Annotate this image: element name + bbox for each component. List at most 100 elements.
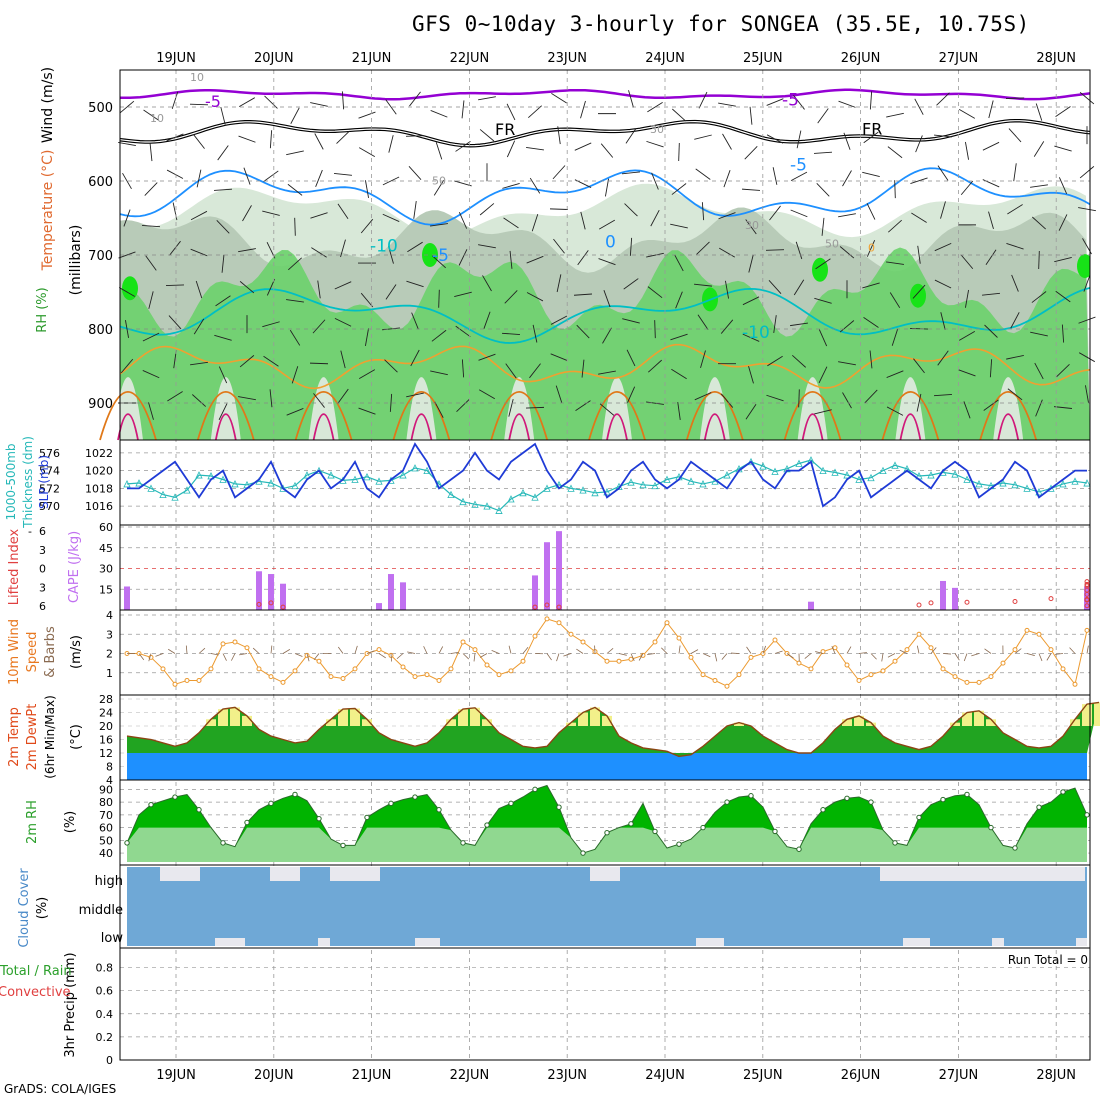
- temp-tick: 20: [99, 720, 113, 733]
- wind-barb-10m: [1014, 648, 1022, 654]
- wind-barb: [269, 389, 273, 408]
- wind-barb: [598, 219, 616, 230]
- rh-green-area: [120, 247, 1090, 440]
- wind-barb: [625, 128, 637, 144]
- wind-barb: [358, 111, 376, 119]
- wind-barb: [1008, 128, 1022, 143]
- wind-barb-10m: [396, 653, 404, 660]
- wind-barb: [766, 394, 784, 402]
- wind-barb: [1038, 251, 1040, 270]
- wind-barb: [435, 142, 443, 160]
- rh2m-point: [196, 807, 202, 813]
- wind-barb: [195, 280, 203, 299]
- wind-barb: [1035, 103, 1043, 121]
- wind-barb: [1005, 97, 1025, 100]
- wind-barb: [798, 389, 800, 408]
- wind-barb: [671, 183, 687, 195]
- wind-barb: [286, 299, 304, 303]
- wind-barb: [478, 353, 496, 361]
- rh2m-point: [796, 846, 802, 852]
- wind-speed-point: [928, 645, 934, 651]
- wind-barb: [769, 205, 781, 221]
- wind-barb: [144, 182, 158, 196]
- wind-barb: [1078, 316, 1096, 324]
- thickness-marker: [891, 461, 899, 469]
- contour-surface-warm: [783, 391, 842, 441]
- wind-barb: [792, 355, 806, 368]
- wind-barb-10m: [630, 653, 635, 661]
- wind-barb: [550, 353, 568, 361]
- rh2m-point: [724, 799, 730, 805]
- wind-barb: [696, 241, 710, 255]
- wind-speed-point: [1024, 627, 1030, 633]
- wind-barb: [989, 359, 993, 378]
- wind-barb: [334, 317, 352, 327]
- date-label-top: 24JUN: [645, 51, 685, 66]
- wind-barb-10m: [556, 653, 560, 662]
- wind-barb: [1034, 362, 1044, 380]
- wind-barb: [933, 393, 953, 397]
- pressure-tick: 900: [88, 397, 113, 412]
- wind-barb: [718, 247, 736, 258]
- date-label-top: 19JUN: [156, 51, 196, 66]
- wind-speed-point: [568, 631, 574, 637]
- wind-barb: [406, 280, 424, 288]
- li-point: [916, 602, 922, 608]
- pressure-tick: 600: [88, 175, 113, 190]
- wind-barb: [573, 293, 593, 296]
- rh2m-point: [148, 801, 154, 808]
- thickness-tick: 572: [39, 482, 60, 495]
- wind-barb-10m: [1026, 653, 1035, 656]
- wind-barb: [483, 311, 491, 329]
- wind-barb: [958, 330, 976, 341]
- wind-barb: [141, 224, 161, 228]
- wind-barb: [624, 203, 638, 217]
- wind-barb: [555, 385, 563, 403]
- slp-line: [127, 442, 1087, 508]
- wind-barb: [815, 258, 831, 270]
- wind-barb-10m: [963, 653, 968, 662]
- rh2m-tick: 40: [99, 847, 113, 860]
- wind-barb: [309, 362, 329, 365]
- wind-speed-point: [160, 666, 166, 672]
- contour-label: -5: [205, 92, 221, 111]
- wind-barb: [334, 172, 352, 176]
- wind-barb: [432, 255, 446, 269]
- contour-label: -10: [742, 323, 770, 343]
- wind-barb: [964, 289, 970, 308]
- contour-warm-orange: [119, 343, 1091, 390]
- wind-barb: [1061, 324, 1065, 343]
- wind-barb: [937, 350, 949, 366]
- wind-barb-10m: [774, 650, 783, 654]
- thickness-marker: [747, 457, 755, 466]
- thickness-marker: [1023, 484, 1031, 492]
- wind-barb: [888, 219, 902, 233]
- thickness-marker: [303, 471, 311, 479]
- rh2m-point: [460, 840, 466, 846]
- wind-barb: [745, 404, 757, 420]
- wind-barb: [430, 223, 448, 227]
- wind-barb: [143, 109, 159, 121]
- thickness-marker: [411, 464, 419, 472]
- panel-frames: [119, 69, 1091, 1061]
- wind-barb: [382, 327, 400, 331]
- wind-barb: [142, 370, 160, 379]
- wind-barb: [389, 393, 393, 412]
- date-label-top: 28JUN: [1036, 51, 1076, 66]
- wind-barb: [793, 279, 805, 296]
- rh2m-point: [316, 815, 322, 822]
- wind-barb: [384, 359, 398, 373]
- precip-label-total: Total / Rain: [0, 964, 72, 979]
- rh2m-point: [1060, 789, 1066, 795]
- rh2m-point: [556, 804, 562, 810]
- li-point: [1048, 596, 1054, 602]
- temp-tick: 12: [99, 747, 113, 760]
- wind-barb-10m: [294, 653, 303, 657]
- slp-tick: 1018: [85, 482, 113, 495]
- rh2m-point: [124, 840, 130, 846]
- wind-barb-10m: [148, 653, 152, 662]
- contour-surface-hot: [410, 413, 433, 441]
- thickness-marker: [135, 479, 143, 487]
- wind-speed-point: [988, 674, 994, 680]
- wind-barb-10m: [1086, 645, 1089, 654]
